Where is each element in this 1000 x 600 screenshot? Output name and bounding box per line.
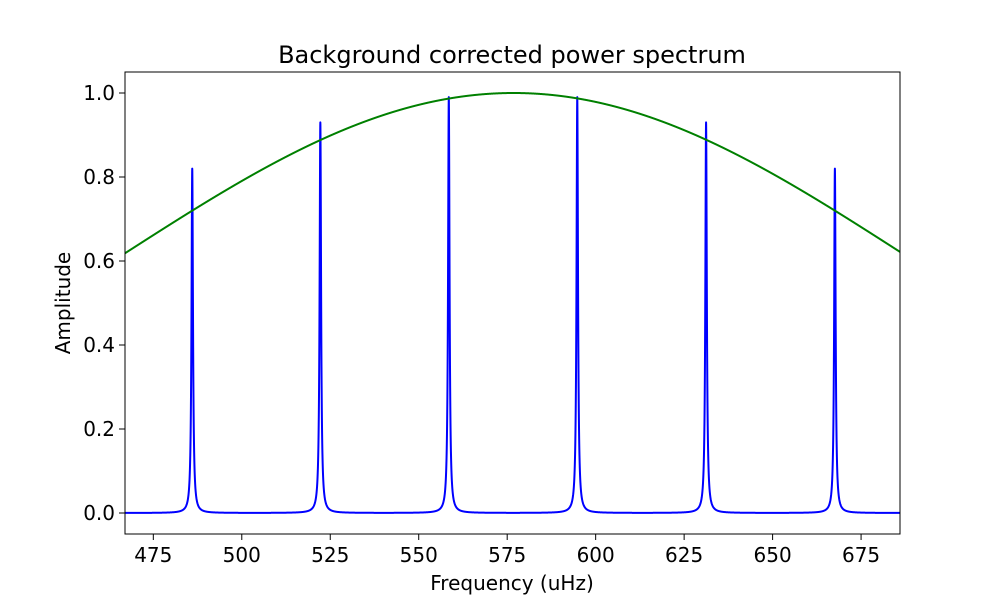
x-axis-label: Frequency (uHz) bbox=[430, 571, 594, 595]
x-tick-label: 675 bbox=[842, 543, 880, 567]
x-tick-label: 550 bbox=[400, 543, 438, 567]
plot-frame bbox=[124, 71, 901, 535]
x-tick-label: 500 bbox=[223, 543, 261, 567]
y-tick-label: 1.0 bbox=[83, 81, 115, 105]
x-tick-label: 650 bbox=[754, 543, 792, 567]
series-line-spectrum bbox=[125, 96, 900, 514]
y-tick-label: 0.8 bbox=[83, 165, 115, 189]
x-tick-label: 575 bbox=[488, 543, 526, 567]
x-tick-label: 600 bbox=[577, 543, 615, 567]
x-tick-label: 525 bbox=[311, 543, 349, 567]
series-line-envelope bbox=[125, 92, 900, 255]
x-tick-label: 625 bbox=[665, 543, 703, 567]
y-tick-label: 0.2 bbox=[83, 417, 115, 441]
y-tick-label: 0.4 bbox=[83, 333, 115, 357]
y-axis-label: Amplitude bbox=[51, 252, 75, 355]
chart-title: Background corrected power spectrum bbox=[278, 41, 746, 69]
y-tick-label: 0.0 bbox=[83, 501, 115, 525]
x-tick-label: 475 bbox=[134, 543, 172, 567]
y-tick-label: 0.6 bbox=[83, 249, 115, 273]
